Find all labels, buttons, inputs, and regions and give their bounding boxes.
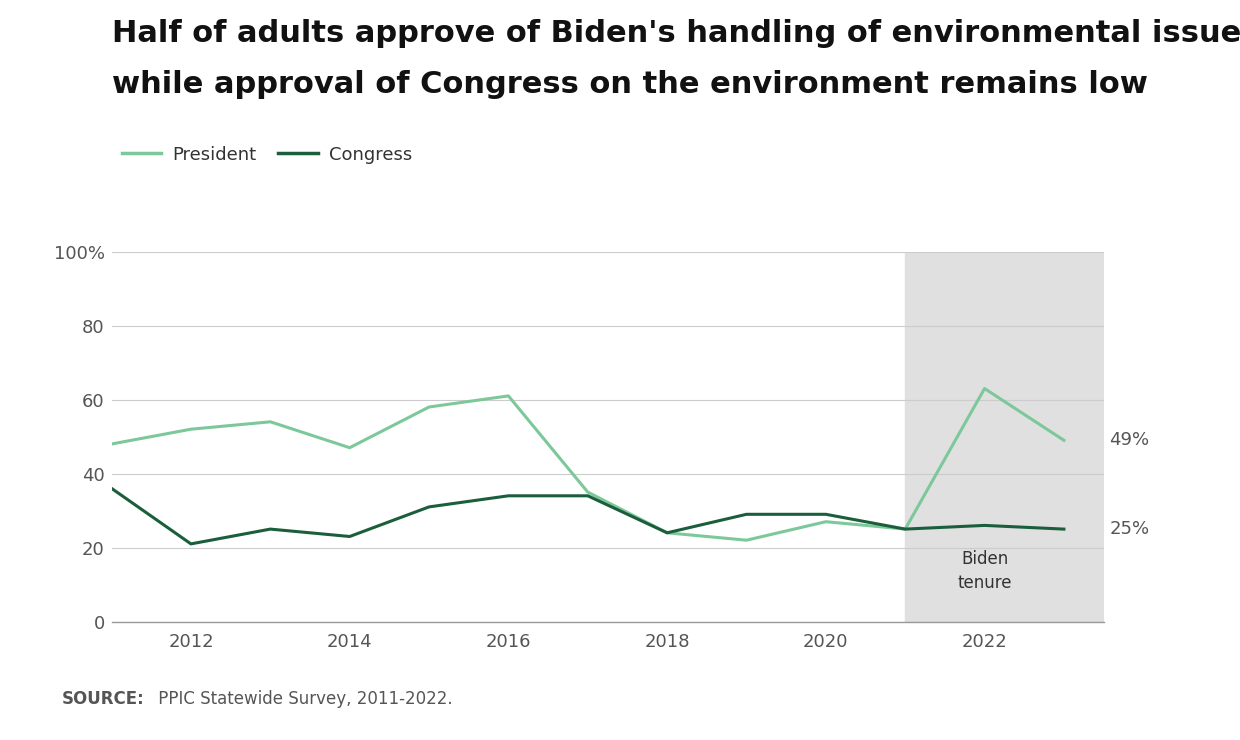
Bar [905,252,1104,622]
Text: while approval of Congress on the environment remains low: while approval of Congress on the enviro… [112,70,1147,99]
Text: SOURCE:: SOURCE: [62,690,145,708]
Text: PPIC Statewide Survey, 2011-2022.: PPIC Statewide Survey, 2011-2022. [153,690,453,708]
Text: 49%: 49% [1109,431,1149,449]
Text: 25%: 25% [1109,520,1149,538]
Legend: President, Congress: President, Congress [114,138,419,171]
Text: Half of adults approve of Biden's handling of environmental issues: Half of adults approve of Biden's handli… [112,18,1240,47]
Text: Biden
tenure: Biden tenure [957,551,1012,592]
